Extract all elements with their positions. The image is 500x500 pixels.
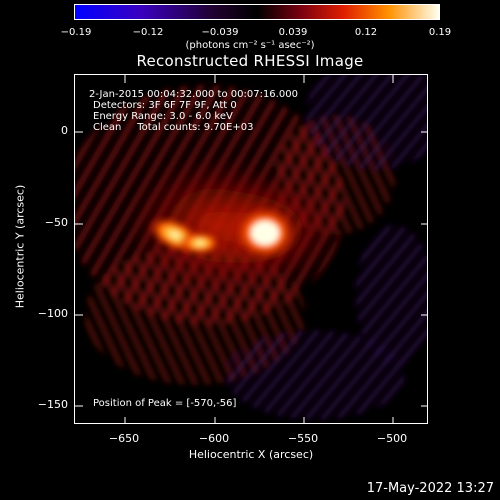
colorbar-tick-label: −0.12	[132, 27, 164, 38]
colorbar-tick-label: 0.12	[354, 27, 378, 38]
axis-tick-marks	[75, 75, 427, 423]
x-axis-label: Heliocentric X (arcsec)	[188, 448, 314, 461]
x-tick-label: −550	[287, 432, 319, 445]
solar-image-plot: 2-Jan-2015 00:04:32.000 to 00:07:16.000 …	[74, 74, 428, 424]
info-time-range: 2-Jan-2015 00:04:32.000 to 00:07:16.000	[89, 89, 298, 100]
colorbar-tick-label: 0.039	[278, 27, 308, 38]
y-tick-label: 0	[61, 124, 68, 137]
rhessi-map	[75, 75, 427, 423]
colorbar-tick-label: −0.039	[201, 27, 239, 38]
x-tick-label: −600	[198, 432, 230, 445]
colorbar	[74, 4, 440, 20]
colorbar-gradient	[75, 5, 439, 19]
date-stamp: 17-May-2022 13:27	[366, 481, 494, 496]
y-axis-label: Heliocentric Y (arcsec)	[13, 184, 27, 309]
info-clean-counts: Clean Total counts: 9.70E+03	[93, 122, 254, 133]
x-tick-label: −500	[376, 432, 408, 445]
x-tick-label: −650	[108, 432, 140, 445]
y-tick-label: −100	[37, 307, 68, 320]
y-tick-label: −150	[37, 398, 68, 411]
info-energy-range: Energy Range: 3.0 - 6.0 keV	[93, 111, 233, 122]
image-title: Reconstructed RHESSI Image	[136, 52, 364, 70]
colorbar-units-label: (photons cm⁻² s⁻¹ asec⁻²)	[185, 40, 315, 51]
colorbar-tick-label: −0.19	[60, 27, 92, 38]
colorbar-tick-label: 0.19	[428, 27, 452, 38]
info-peak-position: Position of Peak = [-570,-56]	[93, 398, 237, 409]
y-tick-label: −50	[44, 216, 68, 229]
info-detectors: Detectors: 3F 6F 7F 9F, Att 0	[93, 100, 237, 111]
